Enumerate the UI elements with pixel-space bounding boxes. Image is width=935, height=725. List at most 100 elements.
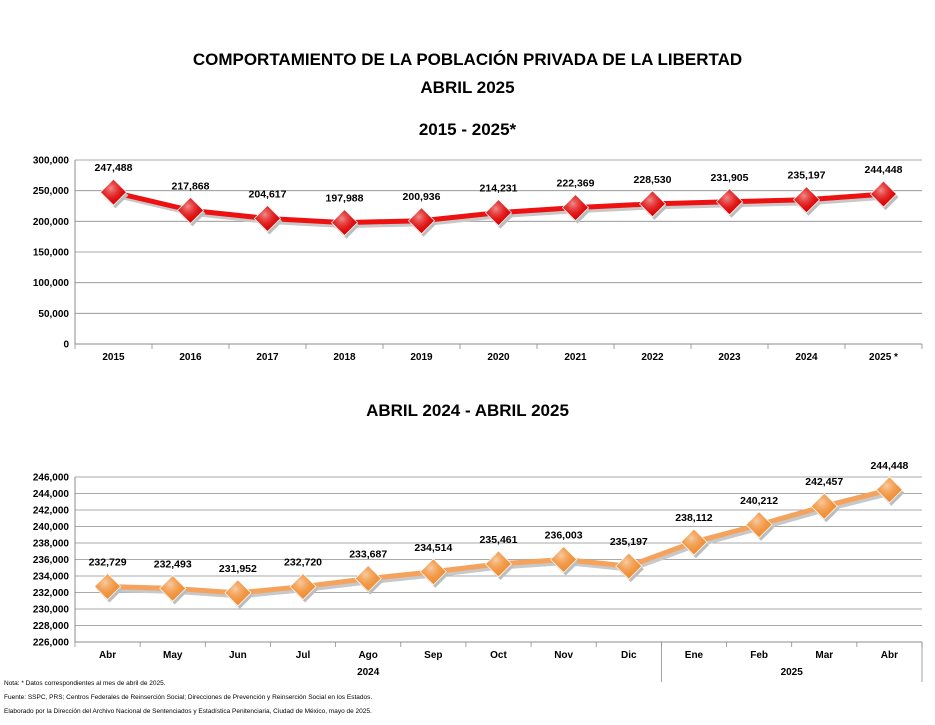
x-tick-label: Nov	[554, 650, 573, 661]
note-text: Nota: * Datos correspondientes al mes de…	[4, 680, 166, 687]
x-tick-label: Jul	[296, 650, 311, 661]
y-tick-label: 250,000	[33, 186, 70, 197]
chart2-title: ABRIL 2024 - ABRIL 2025	[366, 401, 569, 420]
data-label: 242,457	[805, 476, 843, 488]
y-tick-label: 238,000	[33, 539, 70, 550]
main-subtitle: ABRIL 2025	[420, 78, 515, 97]
data-label: 231,952	[219, 563, 257, 575]
y-tick-label: 50,000	[38, 309, 69, 320]
data-marker-highlight	[254, 205, 281, 232]
data-marker-highlight	[290, 573, 317, 600]
y-tick-label: 226,000	[33, 638, 70, 649]
y-tick-label: 236,000	[33, 555, 70, 566]
data-marker-highlight	[355, 565, 382, 592]
data-label: 228,530	[634, 174, 672, 186]
y-tick-label: 234,000	[33, 572, 70, 583]
x-tick-label: 2021	[564, 352, 587, 363]
data-marker-highlight	[94, 573, 121, 600]
data-label: 235,197	[788, 170, 826, 182]
data-marker-highlight	[420, 558, 447, 585]
chart1-title: 2015 - 2025*	[418, 120, 517, 139]
data-label: 231,905	[711, 172, 749, 184]
y-tick-label: 0	[63, 340, 69, 351]
x-tick-label: Jun	[229, 650, 247, 661]
y-tick-label: 232,000	[33, 588, 70, 599]
data-label: 247,488	[95, 162, 133, 174]
x-tick-label: 2017	[256, 352, 279, 363]
data-marker-highlight	[615, 553, 642, 580]
y-tick-label: 300,000	[33, 156, 70, 167]
x-tick-label: 2025 *	[869, 352, 898, 363]
data-marker-highlight	[100, 179, 127, 206]
data-marker-highlight	[408, 207, 435, 234]
data-marker-highlight	[485, 199, 512, 226]
x-tick-label: Feb	[750, 650, 768, 661]
credit-text: Elaborado por la Dirección del Archivo N…	[4, 708, 372, 715]
x-tick-label: Oct	[490, 650, 507, 661]
data-label: 235,197	[610, 536, 648, 548]
x-tick-label: 2015	[102, 352, 125, 363]
data-marker-highlight	[485, 550, 512, 577]
data-label: 204,617	[249, 189, 287, 201]
data-label: 233,687	[349, 549, 387, 561]
y-tick-label: 230,000	[33, 605, 70, 616]
x-tick-label: Sep	[424, 650, 442, 661]
data-label: 197,988	[326, 193, 364, 205]
x-tick-label: Abr	[881, 650, 898, 661]
data-marker-highlight	[876, 476, 903, 503]
data-marker-highlight	[550, 546, 577, 573]
main-title: COMPORTAMIENTO DE LA POBLACIÓN PRIVADA D…	[192, 50, 743, 69]
group-label: 2025	[781, 667, 804, 678]
data-label: 222,369	[557, 178, 595, 190]
x-tick-label: 2018	[333, 352, 356, 363]
data-marker-highlight	[746, 511, 773, 538]
data-marker-highlight	[793, 186, 820, 213]
data-marker-highlight	[562, 194, 589, 221]
data-label: 240,212	[740, 495, 778, 507]
x-tick-label: Dic	[621, 650, 637, 661]
y-tick-label: 100,000	[33, 278, 70, 289]
x-tick-label: 2024	[795, 352, 818, 363]
x-tick-label: 2019	[410, 352, 433, 363]
y-tick-label: 242,000	[33, 506, 70, 517]
data-label: 244,448	[865, 164, 903, 176]
data-label: 235,461	[480, 534, 518, 546]
x-tick-label: 2016	[179, 352, 202, 363]
data-label: 244,448	[870, 460, 908, 472]
group-label: 2024	[357, 667, 380, 678]
data-label: 234,514	[414, 542, 452, 554]
x-tick-label: Ene	[685, 650, 704, 661]
data-label: 232,720	[284, 557, 322, 569]
data-marker-highlight	[870, 181, 897, 208]
y-tick-label: 246,000	[33, 473, 70, 484]
data-marker-highlight	[331, 209, 358, 236]
x-tick-label: Abr	[99, 650, 116, 661]
data-label: 232,729	[89, 556, 127, 568]
x-tick-label: May	[163, 650, 183, 661]
chart-monthly: 246,000 244,000 242,000 240,000 238,000 236,0…	[33, 460, 923, 682]
y-tick-label: 228,000	[33, 621, 70, 632]
x-tick-label: Ago	[358, 650, 377, 661]
x-tick-label: 2020	[487, 352, 510, 363]
data-marker-highlight	[224, 579, 251, 606]
data-label: 214,231	[480, 183, 518, 195]
y-tick-label: 244,000	[33, 489, 70, 500]
data-marker-highlight	[811, 493, 838, 520]
y-tick-label: 240,000	[33, 522, 70, 533]
x-tick-label: Mar	[815, 650, 833, 661]
chart-annual: 300,000 250,000 200,000 150,000 100,000 50,00…	[33, 156, 923, 363]
data-marker-highlight	[716, 188, 743, 215]
data-label: 232,493	[154, 558, 192, 570]
data-marker-highlight	[159, 575, 186, 602]
data-marker-highlight	[177, 197, 204, 224]
data-label: 217,868	[172, 180, 210, 192]
data-label: 238,112	[675, 512, 713, 524]
y-tick-label: 150,000	[33, 248, 70, 259]
source-text: Fuente: SSPC, PRS; Centros Federales de …	[4, 694, 373, 701]
data-marker-highlight	[639, 190, 666, 217]
y-tick-label: 200,000	[33, 217, 70, 228]
data-label: 200,936	[403, 191, 441, 203]
x-tick-label: 2022	[641, 352, 664, 363]
data-label: 236,003	[545, 529, 583, 541]
data-marker-highlight	[680, 529, 707, 556]
